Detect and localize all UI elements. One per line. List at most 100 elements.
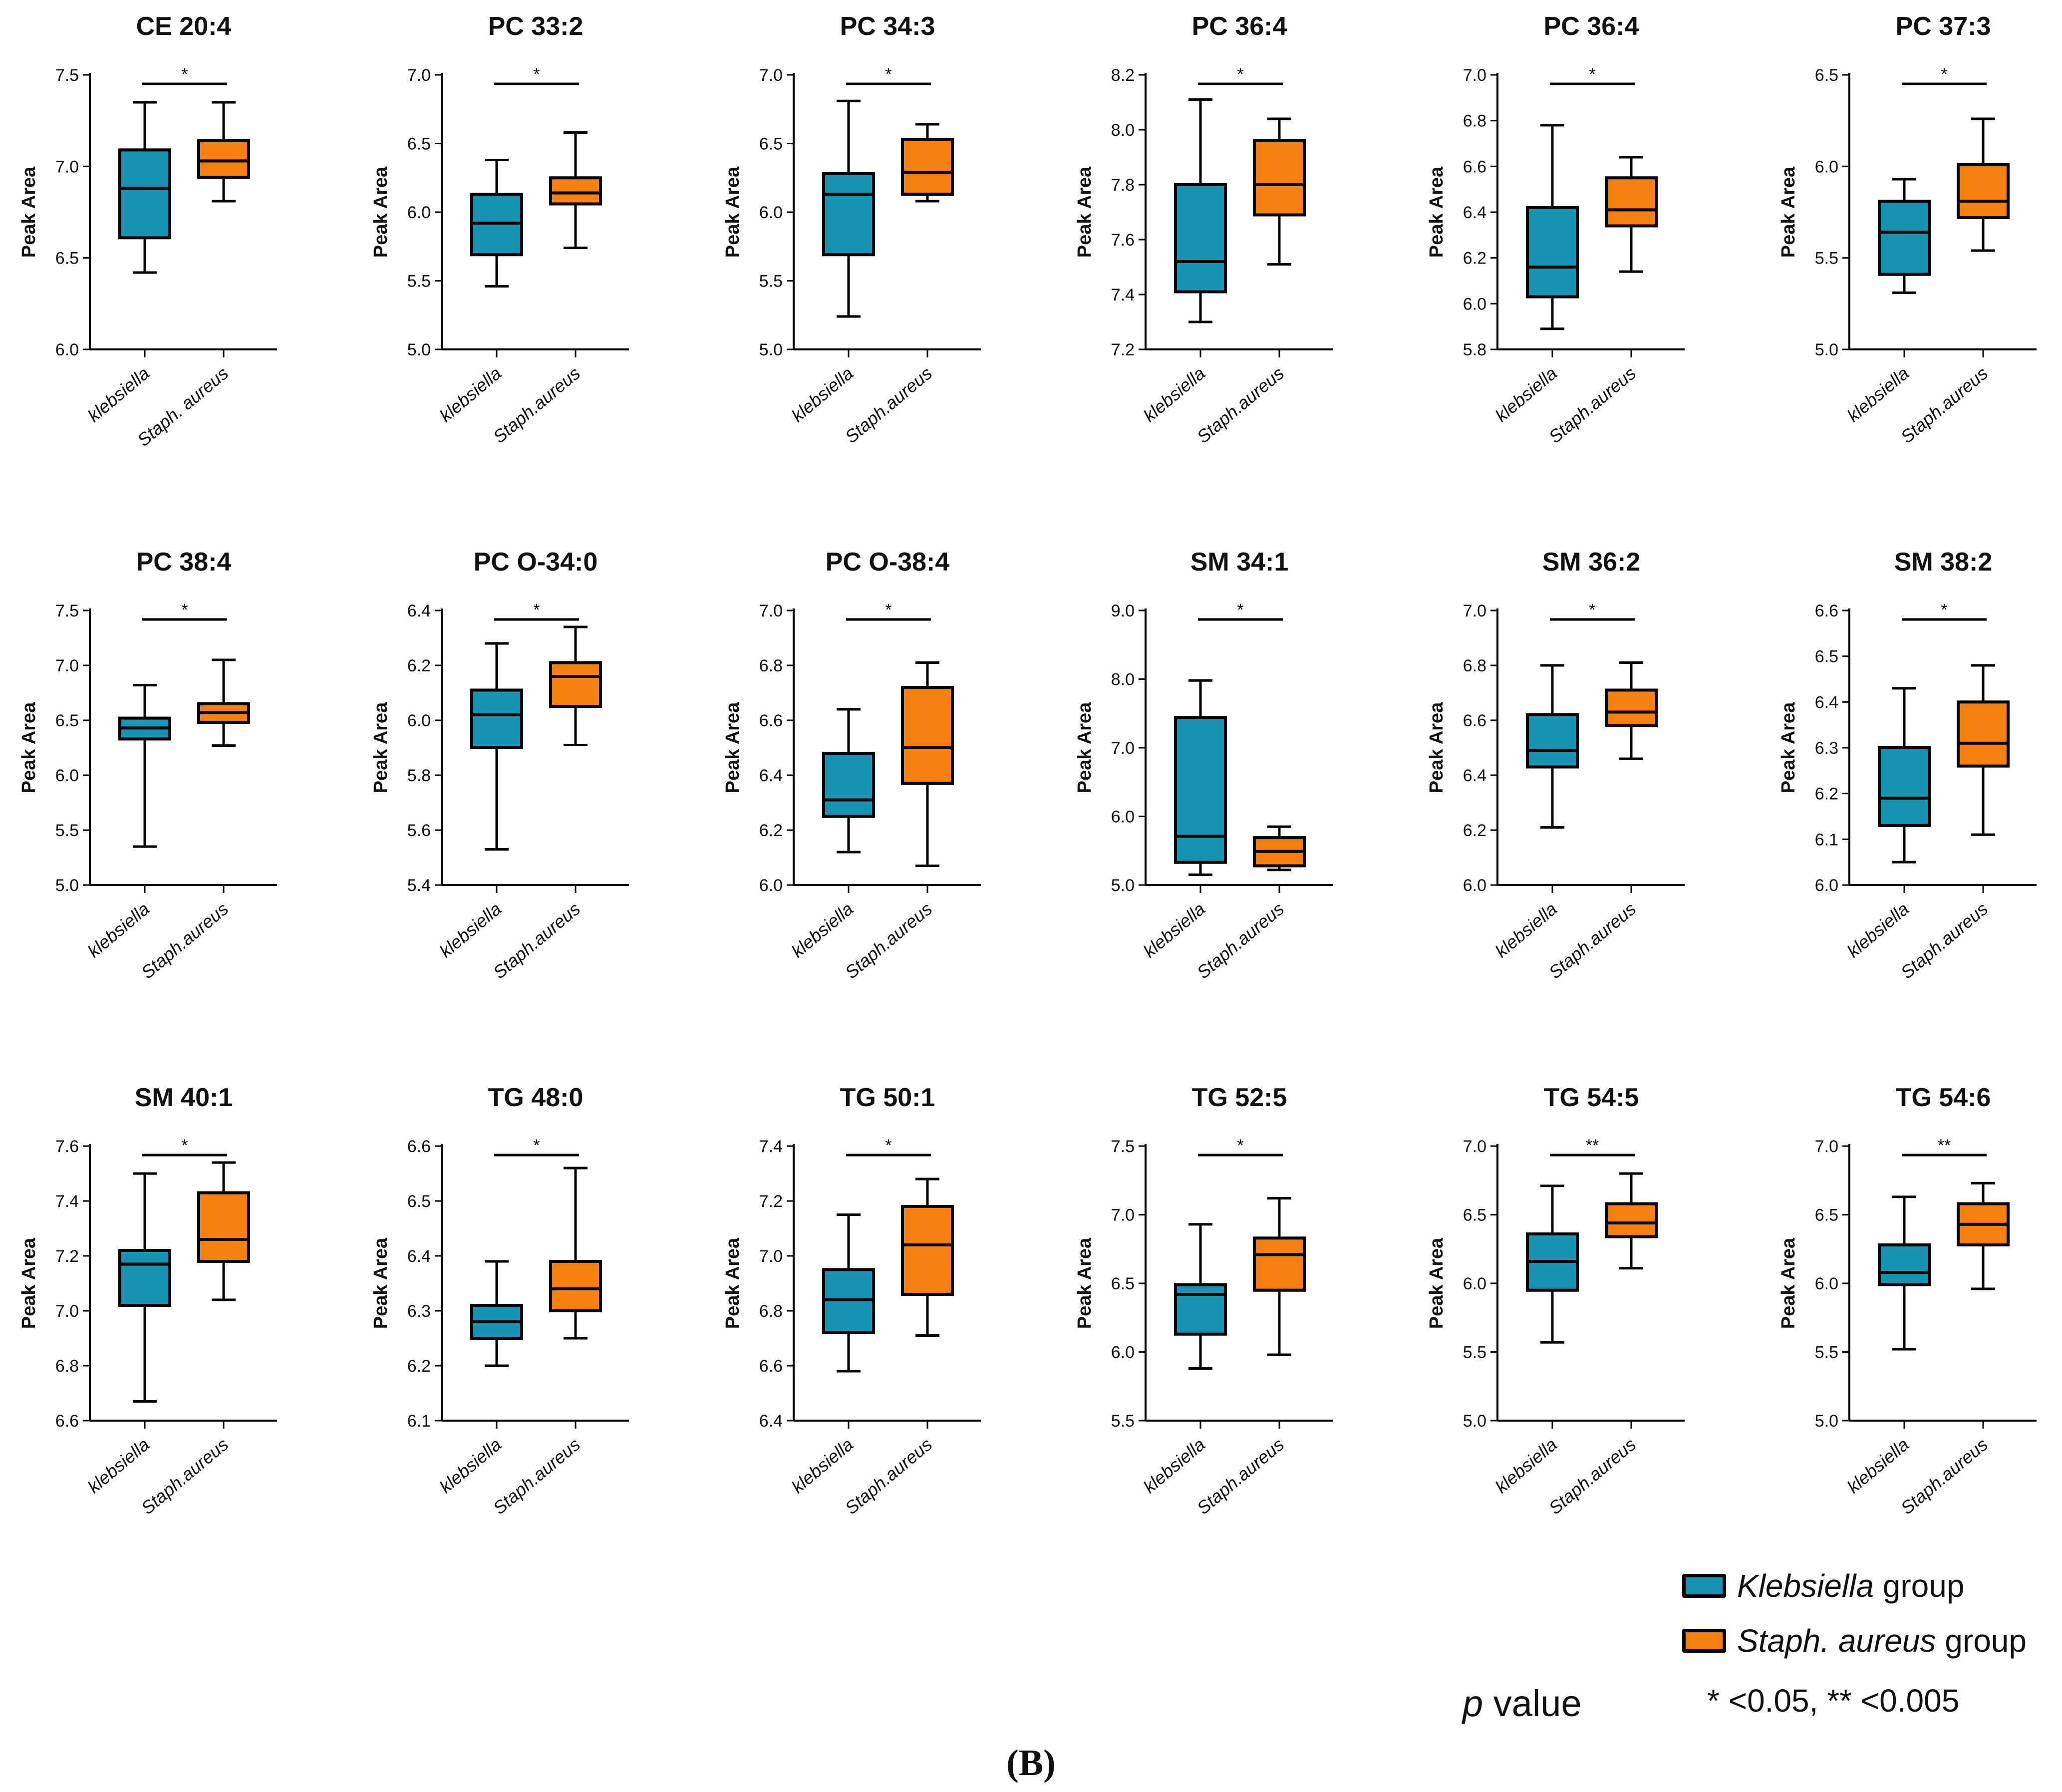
significance-marker: * [533, 65, 540, 84]
y-tick-label: 9.0 [1111, 601, 1135, 620]
y-tick-label: 7.8 [1111, 176, 1135, 195]
significance-marker: ** [1938, 1136, 1951, 1155]
box-staph [549, 1260, 602, 1312]
box-staph [549, 176, 602, 206]
panel-label: (B) [1006, 1743, 1056, 1784]
box-klebsiella [1878, 1243, 1931, 1286]
y-tick-label: 8.0 [1111, 670, 1135, 689]
y-tick-label: 5.5 [1815, 249, 1838, 268]
box-klebsiella [1526, 713, 1579, 769]
significance-marker: * [181, 65, 188, 84]
y-axis-label: Peak Area [1074, 166, 1095, 258]
box-klebsiella [118, 1249, 171, 1307]
x-tick-label: Staph.aureus [1897, 363, 1992, 447]
y-tick-label: 6.5 [55, 711, 79, 730]
x-tick-label: Staph.aureus [1545, 363, 1640, 447]
y-tick-label: 6.0 [1463, 295, 1486, 313]
significance-marker: * [885, 600, 891, 619]
y-tick-label: 6.0 [759, 203, 783, 222]
chart-panel: PC 37:3 Peak Area 5.0 5.5 6.0 6.5 klebsiellaSt… [1778, 12, 2037, 447]
y-axis-label: Peak Area [18, 166, 39, 258]
box-staph [549, 661, 602, 708]
y-tick-label: 6.8 [1463, 112, 1486, 131]
y-tick-label: 7.5 [1111, 1137, 1135, 1156]
chart-panel: PC 36:4 Peak Area 7.2 7.4 7.6 7.8 8.0 8.2 klebsi… [1074, 12, 1333, 447]
y-tick-label: 6.4 [1815, 693, 1838, 712]
x-tick-label: Staph.aureus [1897, 898, 1992, 983]
y-tick-label: 6.0 [1815, 157, 1838, 176]
x-tick-label: klebsiella [1843, 898, 1913, 962]
x-tick-label: Staph.aureus [1193, 898, 1288, 983]
x-tick-label: klebsiella [83, 363, 153, 426]
y-tick-label: 6.2 [1815, 785, 1838, 804]
y-tick-label: 7.0 [55, 157, 79, 176]
box-staph [1605, 1202, 1658, 1238]
chart-panel: TG 50:1 Peak Area 6.4 6.6 6.8 7.0 7.2 7.4 klebsi… [722, 1083, 981, 1518]
x-tick-label: klebsiella [1843, 1434, 1913, 1497]
box-staph [901, 138, 954, 196]
chart-panel: PC O-38:4 Peak Area 6.0 6.2 6.4 6.6 6.8 7.0 kleb… [722, 548, 981, 983]
y-tick-label: 6.0 [407, 711, 431, 730]
y-tick-label: 5.8 [1463, 340, 1486, 359]
x-tick-label: klebsiella [1491, 898, 1561, 962]
y-tick-label: 6.8 [759, 656, 783, 675]
x-tick-label: Staph.aureus [1193, 363, 1288, 447]
chart-title: TG 54:6 [1896, 1083, 1991, 1112]
significance-marker: * [181, 1136, 188, 1155]
y-axis-label: Peak Area [1074, 702, 1095, 793]
chart-panel: TG 54:6 Peak Area 5.0 5.5 6.0 6.5 7.0 klebsiell… [1778, 1083, 2037, 1518]
y-tick-label: 6.5 [55, 249, 79, 268]
y-axis-label: Peak Area [1778, 166, 1799, 258]
x-tick-label: Staph.aureus [841, 1434, 936, 1518]
chart-title: PC O-34:0 [474, 548, 598, 577]
y-tick-label: 6.0 [759, 876, 783, 895]
y-tick-label: 6.6 [1815, 601, 1838, 620]
chart-title: CE 20:4 [136, 12, 232, 41]
chart-title: SM 34:1 [1190, 548, 1289, 577]
x-tick-label: Staph.aureus [1545, 898, 1640, 983]
x-tick-label: Staph.aureus [841, 898, 936, 983]
y-tick-label: 6.2 [759, 821, 783, 840]
significance-marker: * [1237, 600, 1243, 619]
y-tick-label: 5.5 [55, 821, 79, 840]
y-axis-label: Peak Area [1778, 702, 1799, 793]
box-klebsiella [822, 172, 875, 257]
chart-title: PC 36:4 [1192, 12, 1287, 41]
legend-item-klebsiella: Klebsiella group [1682, 1567, 1964, 1604]
box-klebsiella [1878, 200, 1931, 276]
y-tick-label: 5.5 [407, 272, 431, 291]
chart-title: PC 38:4 [136, 548, 232, 577]
pvalue-word: value [1483, 1683, 1582, 1724]
chart-title: PC O-38:4 [826, 548, 950, 577]
chart-panel: PC 34:3 Peak Area 5.0 5.5 6.0 6.5 7.0 klebsiell… [722, 12, 981, 447]
y-tick-label: 6.5 [759, 135, 783, 154]
significance-marker: * [1941, 600, 1947, 619]
significance-marker: ** [1586, 1136, 1599, 1155]
y-tick-label: 6.0 [1815, 1274, 1838, 1293]
legend-swatch-staph [1682, 1629, 1726, 1653]
y-tick-label: 6.8 [759, 1302, 783, 1321]
y-tick-label: 6.4 [1463, 203, 1486, 222]
y-tick-label: 5.0 [1815, 340, 1838, 359]
significance-marker: * [1589, 600, 1595, 619]
y-axis-label: Peak Area [18, 1237, 39, 1329]
box-staph [197, 139, 250, 179]
y-tick-label: 7.0 [759, 66, 783, 85]
x-tick-label: Staph.aureus [137, 1434, 232, 1518]
x-tick-label: klebsiella [1139, 363, 1209, 426]
y-tick-label: 7.0 [407, 66, 431, 85]
y-tick-label: 6.0 [1815, 876, 1838, 895]
y-tick-label: 6.6 [759, 711, 783, 730]
y-tick-label: 7.0 [1111, 739, 1135, 758]
y-tick-label: 6.4 [407, 1247, 431, 1266]
y-tick-label: 6.2 [407, 656, 431, 675]
chart-panel: PC O-34:0 Peak Area 5.4 5.6 5.8 6.0 6.2 6.4 kleb… [370, 548, 629, 983]
y-tick-label: 6.0 [55, 340, 79, 359]
chart-title: SM 40:1 [135, 1083, 233, 1112]
y-tick-label: 6.4 [759, 766, 783, 785]
y-tick-label: 7.2 [1111, 340, 1135, 359]
y-tick-label: 6.1 [1815, 830, 1838, 849]
chart-panel: SM 34:1 Peak Area 5.0 6.0 7.0 8.0 9.0 klebsiell… [1074, 548, 1333, 983]
box-staph [901, 1205, 954, 1296]
